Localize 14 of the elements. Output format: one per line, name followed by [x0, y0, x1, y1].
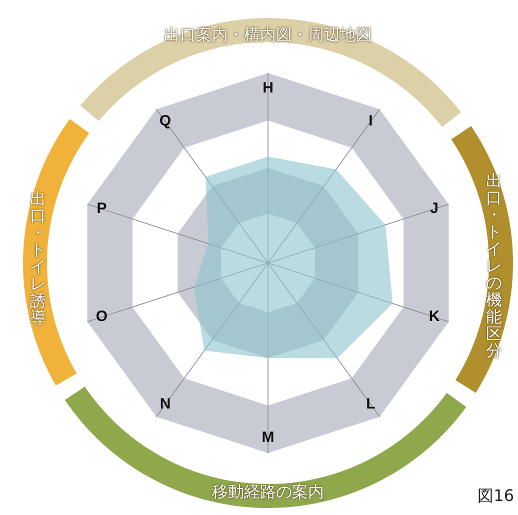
spoke-label: N: [160, 396, 171, 413]
text: 出口案内・構内図・周辺地図: [163, 25, 373, 46]
spoke-label: O: [96, 308, 108, 326]
spoke-label: Q: [159, 112, 172, 130]
spoke-label: H: [262, 79, 274, 96]
caption: 図16: [478, 486, 514, 507]
spoke-label: M: [262, 428, 274, 446]
spoke-label: K: [428, 308, 440, 326]
text: 出口・トイレ誘導: [29, 189, 47, 327]
spoke-label: J: [430, 200, 438, 218]
spoke-label: P: [96, 200, 107, 218]
text: 移動経路の案内: [212, 482, 324, 501]
spoke-label: L: [366, 396, 376, 413]
spoke-label: I: [368, 112, 373, 130]
